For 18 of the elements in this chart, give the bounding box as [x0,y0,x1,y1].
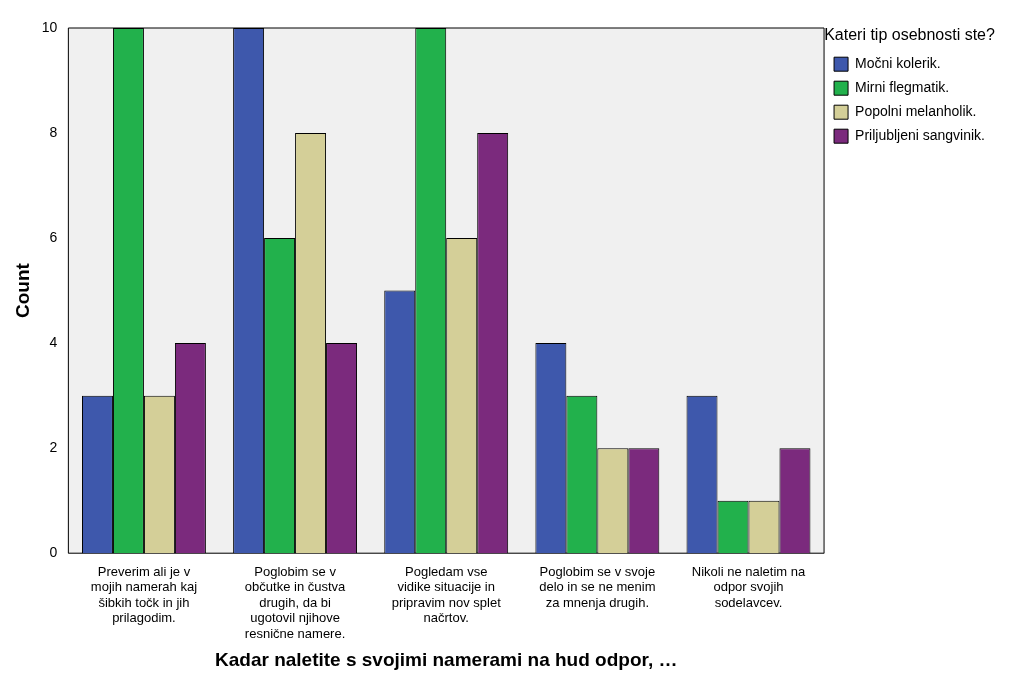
legend-label: Priljubljeni sangvinik. [855,127,985,144]
y-tick-label: 10 [41,18,58,35]
x-tick-label: Poglobim se v občutke in čustva drugih, da bi ugotovil njihove resnične namere. [244,563,347,641]
y-axis-title: Count [11,262,33,319]
y-tick-label: 0 [49,544,58,561]
legend-label: Močni kolerik. [855,55,941,72]
legend-title: Kateri tip osebnosti ste? [824,26,996,44]
y-tick-label: 6 [49,228,58,245]
legend-label: Mirni flegmatik. [855,79,950,96]
x-tick-label: Poglobim se v svoje delo in se ne menim za mnenja drugih. [539,563,656,610]
x-tick-label: Preverim ali je v mojih namerah kaj šibkih točk in jih prilagodim. [90,563,198,626]
y-tick-label: 2 [49,439,58,456]
y-tick-label: 4 [49,333,58,350]
legend-label: Popolni melanholik. [855,103,977,120]
x-tick-label: Pogledam vse vidike situacije in pripravim nov splet načrtov. [391,563,502,626]
x-tick-label: Nikoli ne naletim na odpor svojih sodelavcev. [691,563,806,610]
y-tick-label: 8 [49,123,58,140]
x-axis-title: Kadar naletite s svojimi namerami na hud odpor, … [214,648,678,670]
